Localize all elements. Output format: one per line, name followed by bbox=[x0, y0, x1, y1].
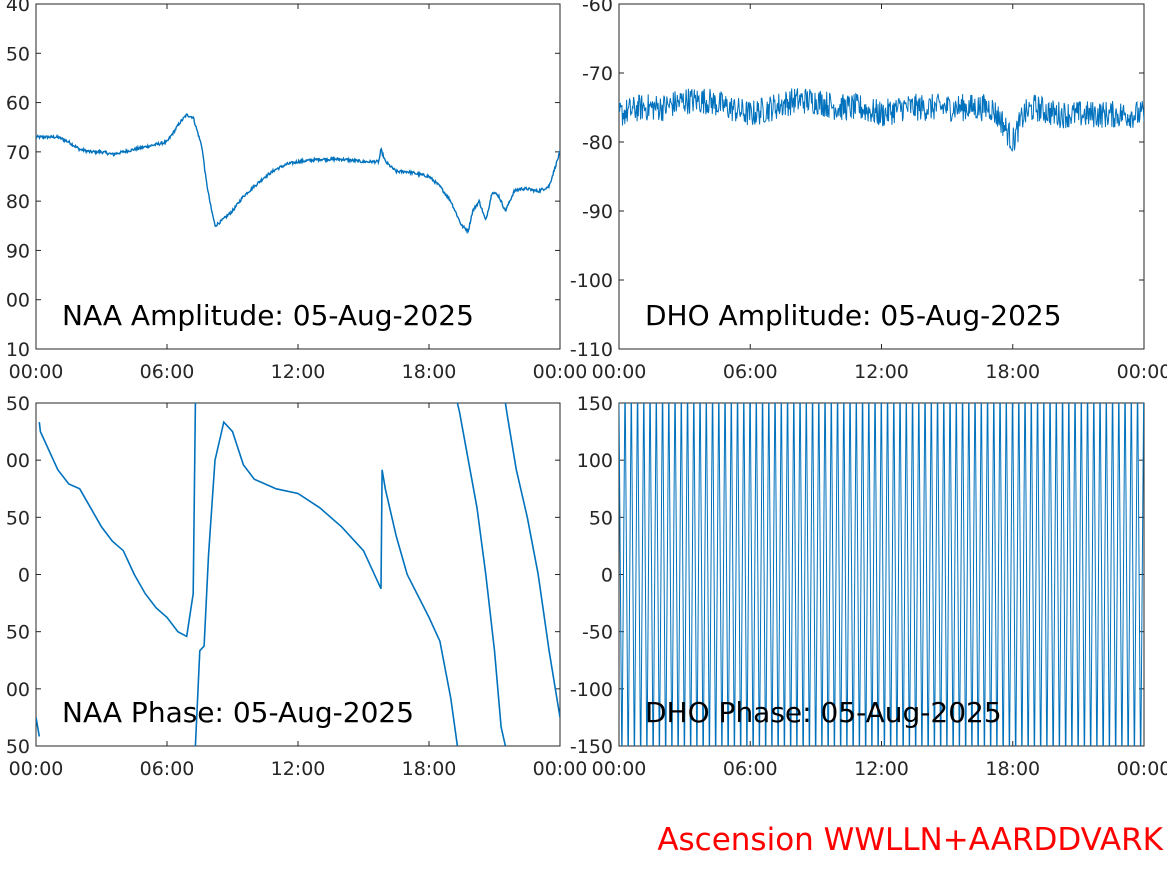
series-group bbox=[36, 113, 560, 235]
x-tick-label: 18:00 bbox=[985, 758, 1040, 780]
y-tick-label: 10 bbox=[6, 339, 30, 361]
y-tick-label: 80 bbox=[6, 191, 30, 213]
x-tick-label: 12:00 bbox=[854, 361, 909, 383]
station-label: Ascension WWLLN+AARDDVARK bbox=[657, 822, 1163, 858]
y-tick-label: 90 bbox=[6, 240, 30, 262]
y-tick-label: -100 bbox=[570, 679, 613, 701]
y-tick-label: -60 bbox=[582, 0, 613, 16]
series-line bbox=[456, 403, 507, 746]
y-tick-label: -50 bbox=[582, 622, 613, 644]
series-line bbox=[619, 403, 1144, 746]
series-line bbox=[38, 403, 197, 638]
x-tick-label: 06:00 bbox=[140, 361, 195, 383]
x-tick-label: 00:00 bbox=[592, 758, 647, 780]
y-tick-label: -100 bbox=[570, 270, 613, 292]
panel-title: DHO Amplitude: 05-Aug-2025 bbox=[645, 299, 1062, 332]
y-tick-label: 50 bbox=[6, 507, 30, 529]
y-tick-label: 150 bbox=[577, 393, 613, 415]
y-tick-label: -150 bbox=[570, 736, 613, 758]
series-line bbox=[194, 420, 459, 746]
y-tick-label: 00 bbox=[6, 290, 30, 312]
panel-title: NAA Phase: 05-Aug-2025 bbox=[62, 696, 414, 729]
panel-title: NAA Amplitude: 05-Aug-2025 bbox=[62, 299, 474, 332]
series-group bbox=[36, 403, 560, 746]
panel-title: DHO Phase: 05-Aug-2025 bbox=[645, 696, 1002, 729]
y-tick-label: 50 bbox=[589, 507, 613, 529]
y-tick-label: 50 bbox=[6, 393, 30, 415]
x-tick-label: 00:00 bbox=[1117, 361, 1167, 383]
x-tick-label: 00:00 bbox=[9, 758, 64, 780]
y-tick-label: 40 bbox=[6, 0, 30, 16]
y-tick-label: -80 bbox=[582, 132, 613, 154]
x-tick-label: 18:00 bbox=[985, 361, 1040, 383]
y-tick-label: 50 bbox=[6, 622, 30, 644]
y-tick-label: 0 bbox=[601, 565, 613, 587]
x-tick-label: 18:00 bbox=[402, 361, 457, 383]
y-tick-label: 50 bbox=[6, 736, 30, 758]
y-tick-label: 70 bbox=[6, 142, 30, 164]
y-tick-label: -90 bbox=[582, 201, 613, 223]
x-tick-label: 00:00 bbox=[533, 758, 588, 780]
series-line bbox=[504, 403, 560, 718]
x-tick-label: 18:00 bbox=[402, 758, 457, 780]
y-tick-label: 60 bbox=[6, 93, 30, 115]
series-group bbox=[619, 403, 1144, 746]
series-line bbox=[36, 113, 560, 235]
y-tick-label: 0 bbox=[18, 565, 30, 587]
y-tick-label: 100 bbox=[577, 450, 613, 472]
y-tick-label: -110 bbox=[570, 339, 613, 361]
y-tick-label: 50 bbox=[6, 43, 30, 65]
x-tick-label: 00:00 bbox=[1117, 758, 1167, 780]
x-tick-label: 00:00 bbox=[9, 361, 64, 383]
plot-frame bbox=[618, 3, 1145, 350]
x-tick-label: 12:00 bbox=[854, 758, 909, 780]
x-tick-label: 12:00 bbox=[271, 361, 326, 383]
series-group bbox=[619, 88, 1144, 152]
plot-frame bbox=[35, 402, 561, 747]
plot-frame bbox=[35, 3, 561, 350]
y-tick-label: 00 bbox=[6, 679, 30, 701]
x-tick-label: 00:00 bbox=[533, 361, 588, 383]
x-tick-label: 06:00 bbox=[723, 758, 778, 780]
y-tick-label: -70 bbox=[582, 63, 613, 85]
series-line bbox=[619, 88, 1144, 152]
x-tick-label: 00:00 bbox=[592, 361, 647, 383]
y-tick-label: 00 bbox=[6, 450, 30, 472]
x-tick-label: 12:00 bbox=[271, 758, 326, 780]
series-line bbox=[36, 717, 41, 737]
x-tick-label: 06:00 bbox=[723, 361, 778, 383]
x-tick-label: 06:00 bbox=[140, 758, 195, 780]
